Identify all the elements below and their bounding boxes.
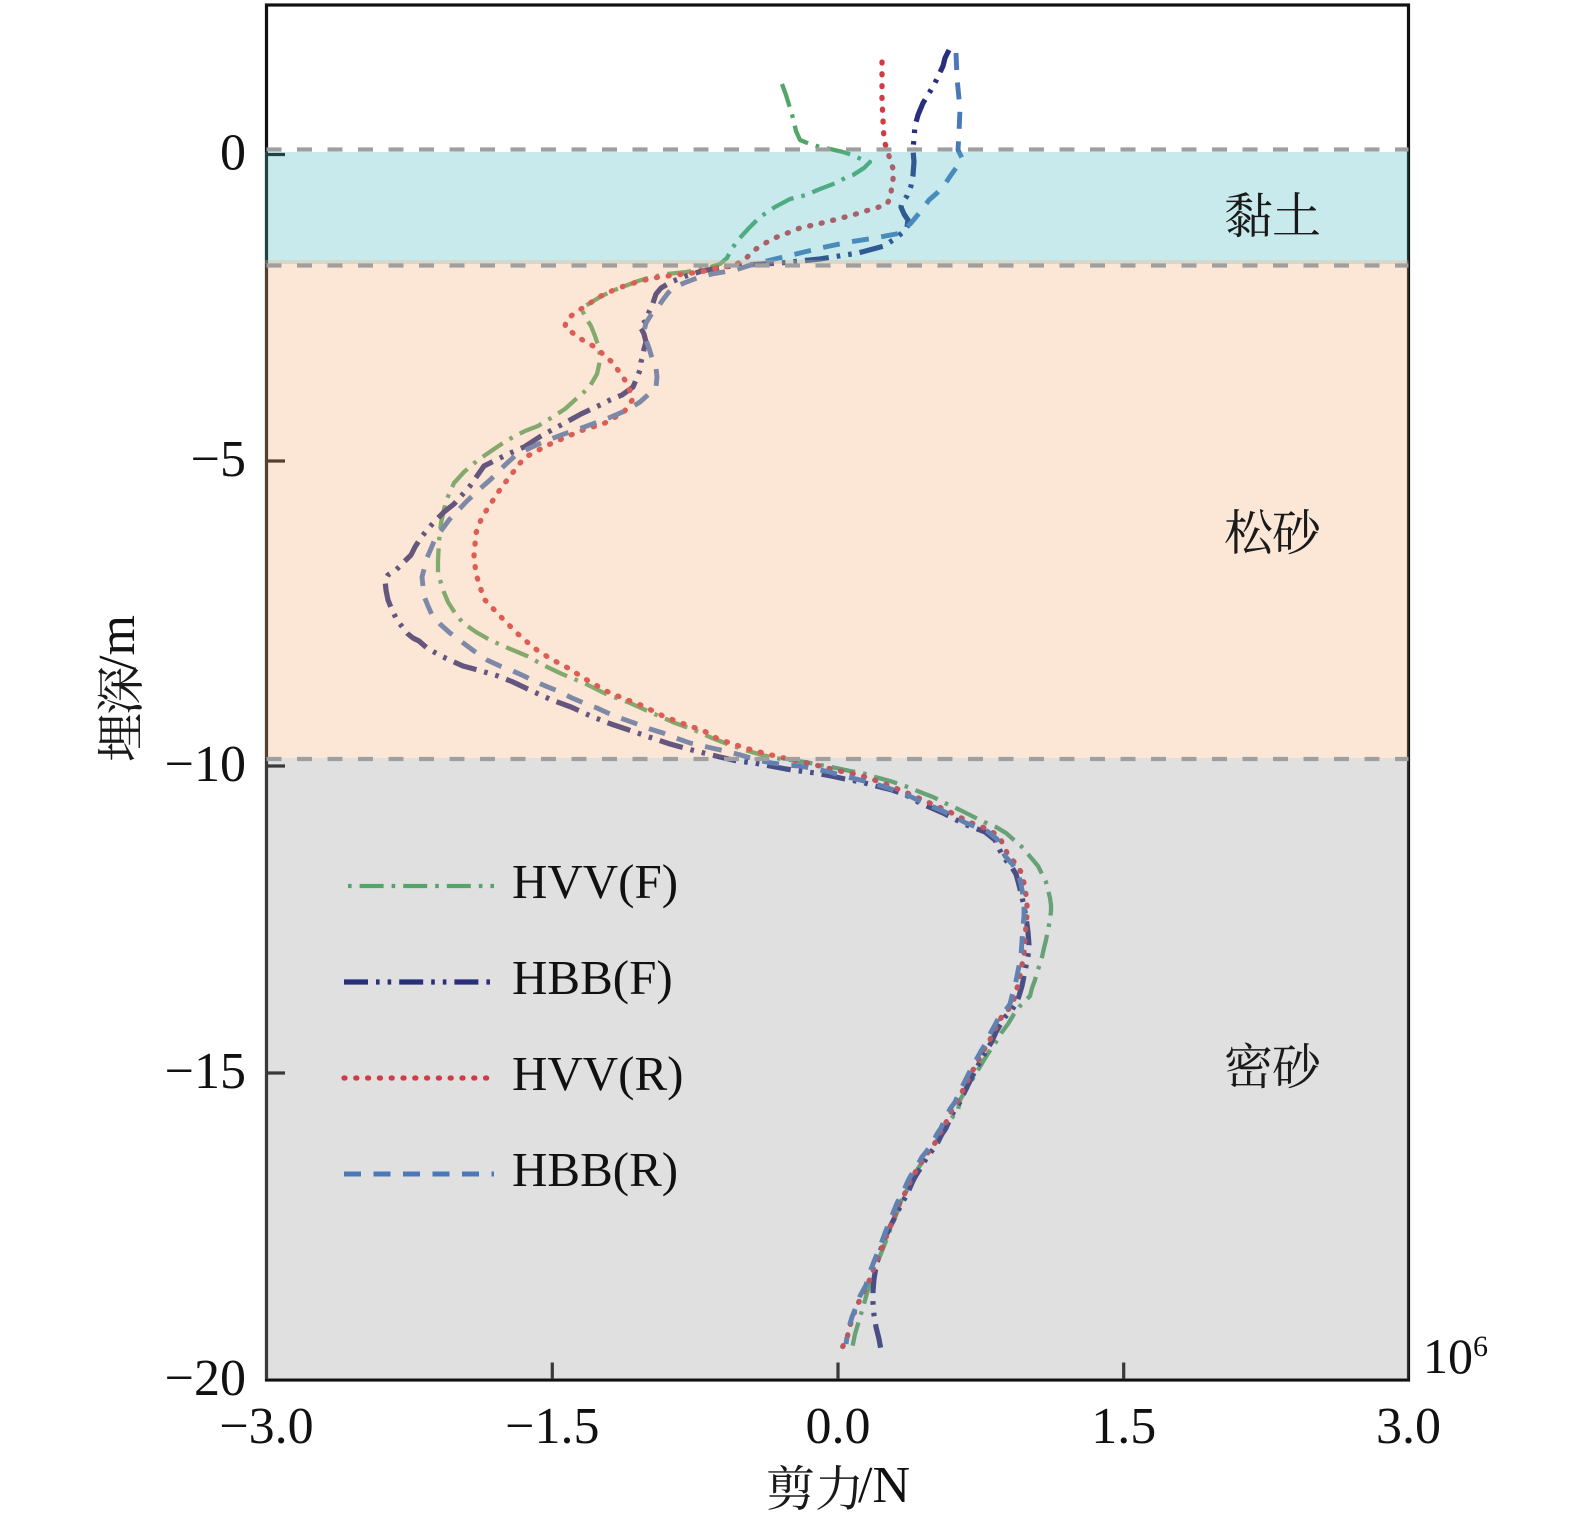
svg-text:0: 0 <box>220 125 246 182</box>
svg-text:/m: /m <box>89 615 146 670</box>
svg-text:HBB(F): HBB(F) <box>512 950 673 1005</box>
svg-text:HVV(F): HVV(F) <box>512 854 678 909</box>
svg-text:3.0: 3.0 <box>1376 1398 1441 1455</box>
svg-text:0.0: 0.0 <box>806 1398 871 1455</box>
svg-text:/N: /N <box>858 1457 910 1514</box>
svg-text:−5: −5 <box>191 431 246 488</box>
svg-text:1.5: 1.5 <box>1091 1398 1156 1455</box>
svg-text:HVV(R): HVV(R) <box>512 1046 683 1101</box>
svg-text:−10: −10 <box>165 736 246 793</box>
svg-text:−1.5: −1.5 <box>505 1398 599 1455</box>
svg-text:−3.0: −3.0 <box>219 1398 313 1455</box>
svg-text:−15: −15 <box>165 1043 246 1100</box>
svg-text:HBB(R): HBB(R) <box>512 1142 678 1197</box>
svg-text:−20: −20 <box>165 1350 246 1407</box>
